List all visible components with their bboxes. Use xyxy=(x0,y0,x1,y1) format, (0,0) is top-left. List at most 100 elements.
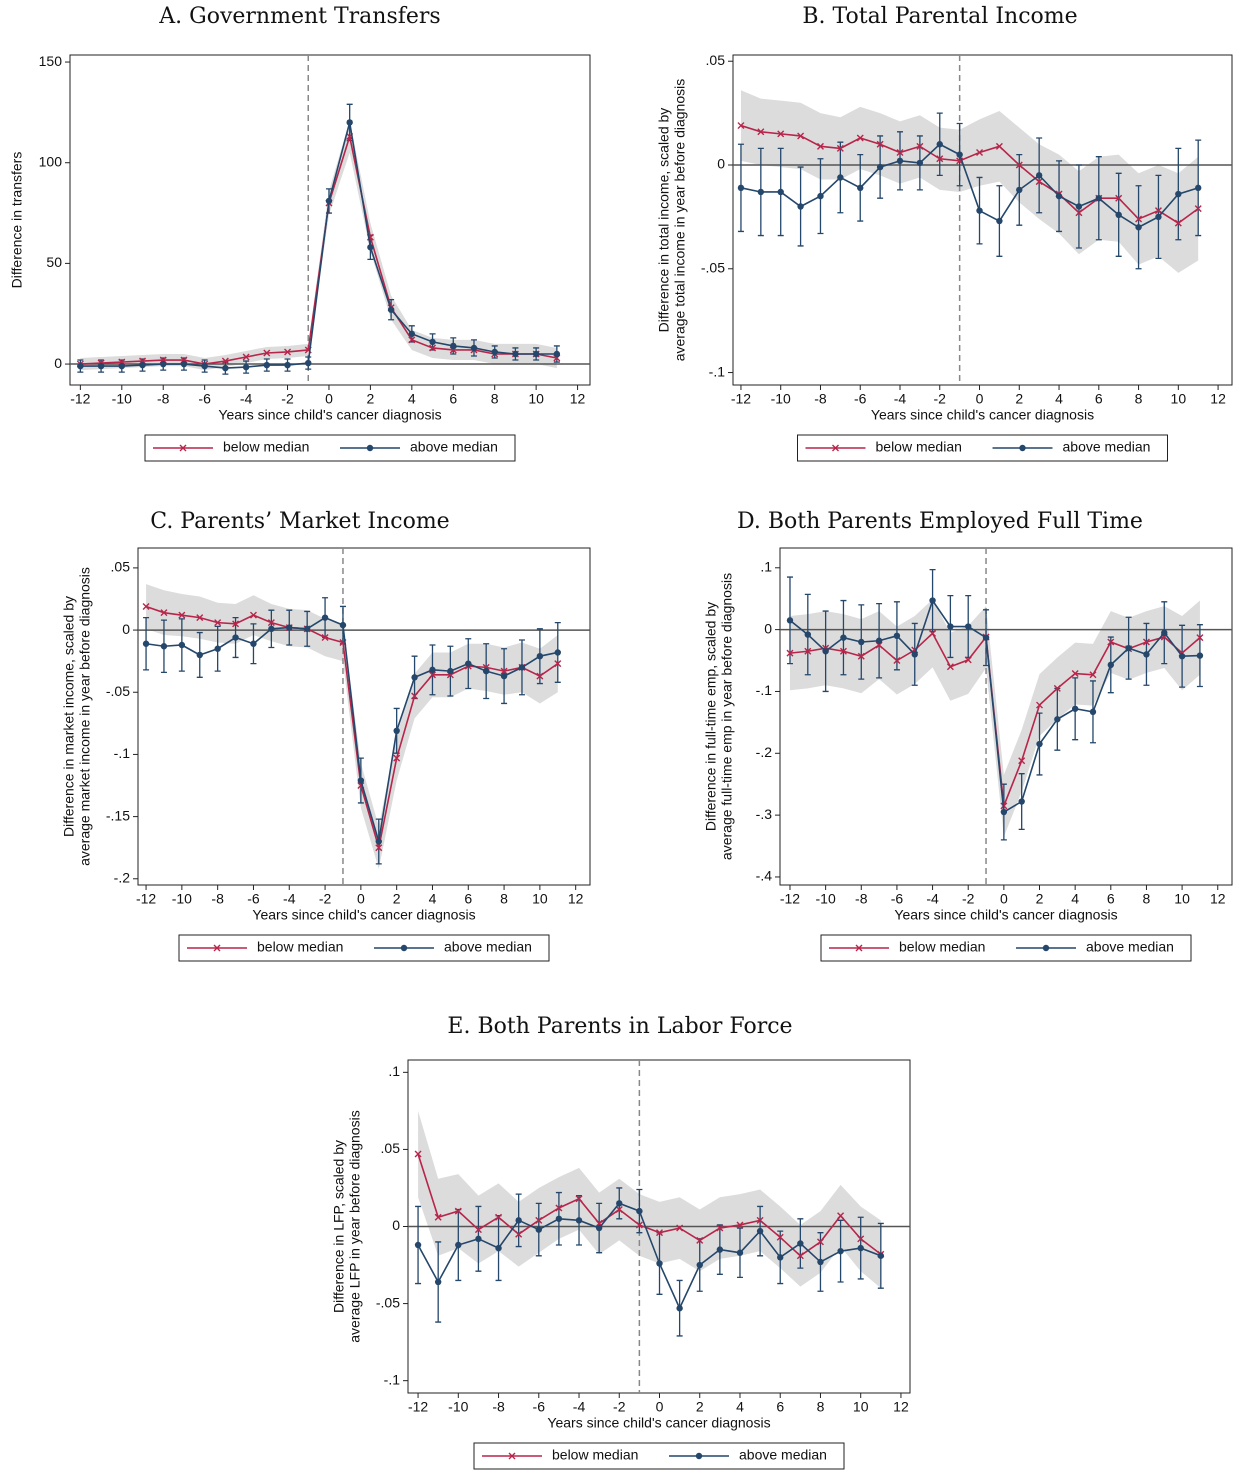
marker-dot xyxy=(232,634,239,641)
marker-dot xyxy=(875,637,883,644)
marker-dot xyxy=(367,244,374,251)
marker-x xyxy=(495,1213,503,1221)
marker-x xyxy=(716,1224,724,1232)
x-tick-label: 0 xyxy=(656,1399,664,1415)
marker-dot xyxy=(676,1305,683,1312)
marker-dot xyxy=(482,667,490,675)
marker-x xyxy=(929,629,937,637)
marker-dot xyxy=(936,141,943,148)
marker-dot xyxy=(696,1261,703,1269)
legend-label: below median xyxy=(552,1447,638,1463)
marker-dot xyxy=(1178,653,1186,660)
x-tick-label: -4 xyxy=(894,391,907,407)
marker-x xyxy=(284,348,292,356)
y-axis-label: Difference in market income, scaled by xyxy=(61,596,77,837)
marker-dot xyxy=(1018,798,1025,805)
x-tick-label: -8 xyxy=(855,891,868,907)
y-tick-label: 0 xyxy=(392,1217,400,1233)
marker-dot xyxy=(408,330,416,338)
x-tick-label: 10 xyxy=(1174,891,1190,907)
y-tick-label: -.1 xyxy=(114,745,131,761)
x-tick-label: 0 xyxy=(357,891,365,907)
confidence-band xyxy=(80,120,557,371)
marker-x xyxy=(428,671,436,679)
panel-title: B. Total Parental Income xyxy=(802,4,1077,29)
confidence-band xyxy=(146,584,558,869)
marker-dot xyxy=(387,306,395,313)
marker-dot xyxy=(554,649,561,656)
legend-marker xyxy=(400,944,408,952)
legend-marker xyxy=(1019,444,1026,452)
x-tick-label: -8 xyxy=(211,891,224,907)
marker-dot xyxy=(858,638,865,646)
x-tick-label: 0 xyxy=(1000,891,1008,907)
marker-x xyxy=(1071,670,1079,678)
legend-label: below median xyxy=(257,939,343,955)
marker-x xyxy=(736,1221,744,1229)
marker-dot xyxy=(616,1200,623,1207)
marker-dot xyxy=(160,643,168,650)
x-axis-label: Years since child's cancer diagnosis xyxy=(252,907,475,923)
x-tick-label: 2 xyxy=(1015,391,1023,407)
marker-x xyxy=(796,1252,804,1260)
legend-marker xyxy=(179,444,187,452)
marker-dot xyxy=(804,631,812,638)
x-tick-label: -8 xyxy=(814,391,827,407)
legend-marker xyxy=(695,1452,703,1460)
marker-dot xyxy=(1036,740,1043,748)
marker-x xyxy=(964,656,972,664)
marker-x xyxy=(1196,634,1204,642)
marker-dot xyxy=(495,1244,502,1252)
x-tick-label: 4 xyxy=(1055,391,1063,407)
marker-dot xyxy=(284,361,291,369)
y-tick-label: -.05 xyxy=(106,683,130,699)
panel-title: A. Government Transfers xyxy=(158,4,440,29)
x-tick-label: 8 xyxy=(1135,391,1143,407)
panel-title: C. Parents’ Market Income xyxy=(150,509,449,534)
legend-marker xyxy=(366,444,374,452)
x-tick-label: 12 xyxy=(570,391,586,407)
y-tick-label: .05 xyxy=(381,1140,401,1156)
marker-x xyxy=(196,614,204,622)
marker-dot xyxy=(1016,186,1023,194)
y-tick-label: .1 xyxy=(388,1063,400,1079)
y-tick-label: -.1 xyxy=(384,1371,401,1387)
marker-x xyxy=(434,1213,442,1221)
marker-dot xyxy=(139,361,146,369)
marker-dot xyxy=(160,360,167,368)
marker-dot xyxy=(97,362,105,370)
plot-frame xyxy=(779,547,1233,886)
marker-x xyxy=(1115,194,1123,202)
marker-dot xyxy=(575,1217,583,1224)
marker-x xyxy=(429,344,437,352)
x-tick-label: -2 xyxy=(613,1399,626,1415)
series-line xyxy=(80,122,557,369)
marker-x xyxy=(1154,207,1162,215)
marker-x xyxy=(536,672,544,680)
x-tick-label: -4 xyxy=(926,891,939,907)
x-tick-label: 0 xyxy=(325,391,333,407)
marker-dot xyxy=(196,651,203,659)
x-tick-label: 12 xyxy=(893,1399,909,1415)
legend-label: below median xyxy=(899,939,985,955)
marker-x xyxy=(232,620,240,628)
marker-x xyxy=(946,663,954,671)
x-tick-label: -6 xyxy=(854,391,867,407)
legend-label: above median xyxy=(444,939,532,955)
marker-x xyxy=(1089,671,1097,679)
x-tick-label: 0 xyxy=(976,391,984,407)
marker-x xyxy=(786,649,794,657)
x-tick-label: 4 xyxy=(736,1399,744,1415)
marker-x xyxy=(936,155,944,163)
x-tick-label: 2 xyxy=(1036,891,1044,907)
marker-dot xyxy=(1161,629,1168,636)
panel-title: E. Both Parents in Labor Force xyxy=(447,1014,792,1039)
marker-dot xyxy=(393,727,400,735)
marker-dot xyxy=(1075,203,1083,210)
marker-dot xyxy=(916,159,924,167)
marker-dot xyxy=(837,1247,844,1255)
marker-x xyxy=(500,667,508,675)
marker-dot xyxy=(475,1235,482,1243)
marker-dot xyxy=(956,151,963,158)
marker-dot xyxy=(429,666,436,674)
